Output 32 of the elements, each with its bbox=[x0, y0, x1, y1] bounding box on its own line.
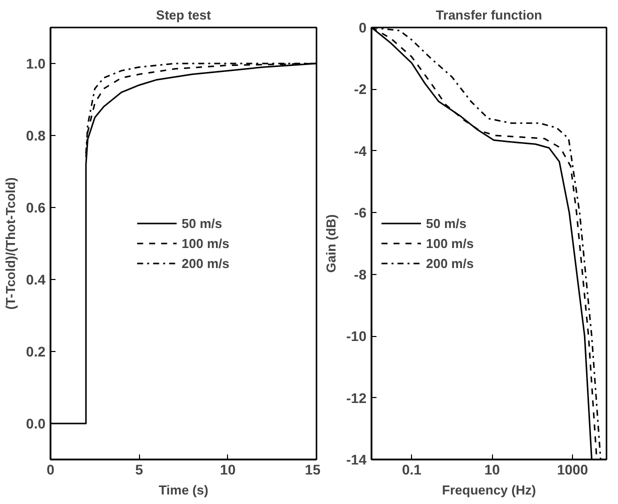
legend-label: 200 m/s bbox=[426, 256, 474, 270]
x-tick-label: 10 bbox=[484, 462, 500, 478]
y-tick-label: 0.6 bbox=[26, 200, 46, 216]
y-tick-label: -8 bbox=[354, 266, 367, 282]
y-axis-title: Gain (dB) bbox=[323, 214, 338, 273]
y-tick-label: 0 bbox=[358, 20, 367, 36]
x-tick-label: 1000 bbox=[556, 462, 588, 478]
x-tick-label: 5 bbox=[135, 462, 144, 478]
x-axis-title: Frequency (Hz) bbox=[442, 482, 536, 498]
y-tick-label: 0.2 bbox=[26, 344, 46, 360]
legend-label: 100 m/s bbox=[182, 236, 230, 250]
legend-label: 100 m/s bbox=[426, 236, 474, 250]
y-tick-label: -2 bbox=[354, 81, 367, 98]
chart-title: Transfer function bbox=[436, 8, 542, 22]
legend-label: 50 m/s bbox=[182, 216, 222, 230]
x-tick-label: 15 bbox=[304, 462, 321, 478]
x-tick-label: 0.1 bbox=[402, 462, 422, 478]
legend-label: 50 m/s bbox=[426, 216, 466, 230]
y-tick-label: -14 bbox=[346, 452, 367, 468]
y-tick-label: -4 bbox=[354, 142, 367, 159]
legend-label: 200 m/s bbox=[182, 256, 230, 270]
y-tick-label: -6 bbox=[354, 204, 367, 221]
y-tick-label: -10 bbox=[346, 328, 367, 344]
y-axis-title: (T-Tcold)/(Thot-Tcold) bbox=[3, 177, 18, 310]
y-tick-label: 1.0 bbox=[26, 56, 46, 72]
x-tick-label: 10 bbox=[220, 462, 236, 478]
y-tick-label: 0.4 bbox=[26, 272, 46, 288]
x-axis-title: Time (s) bbox=[158, 482, 208, 498]
chart-title: Step test bbox=[156, 8, 212, 22]
y-tick-label: -12 bbox=[346, 390, 367, 406]
y-tick-label: 0.8 bbox=[26, 128, 46, 144]
y-tick-label: 0.0 bbox=[26, 416, 46, 432]
